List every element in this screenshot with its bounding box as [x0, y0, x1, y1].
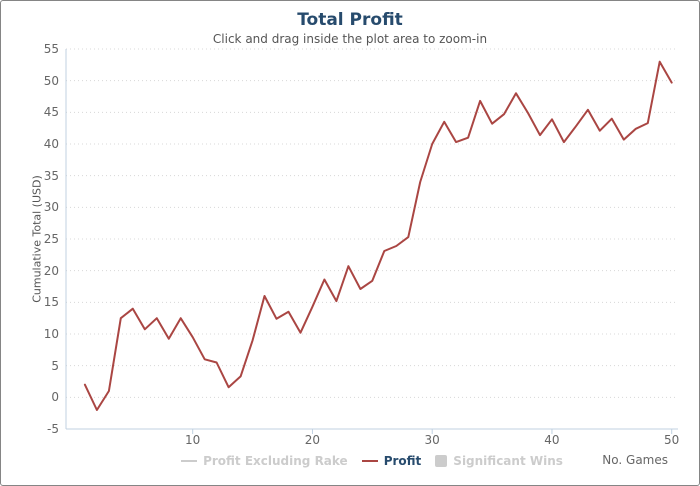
legend-label: Profit [383, 454, 422, 468]
legend-label: Significant Wins [453, 454, 563, 468]
y-axis-title: Cumulative Total (USD) [30, 175, 44, 303]
legend-item-profit[interactable]: Profit [361, 454, 422, 468]
y-tick-label: 0 [51, 390, 59, 405]
x-tick-label: 50 [664, 433, 680, 447]
x-tick-label: 40 [544, 433, 560, 447]
y-tick-label: 15 [43, 295, 59, 310]
chart-subtitle: Click and drag inside the plot area to z… [212, 32, 488, 46]
line-symbol-icon [361, 460, 378, 462]
x-tick-label: 20 [304, 433, 321, 447]
y-tick-label: -5 [47, 422, 59, 436]
line-symbol-icon [181, 460, 198, 462]
profit-line-series [83, 60, 673, 411]
chart-title: Total Profit [297, 10, 403, 30]
y-tick-label: 20 [43, 263, 59, 278]
legend-item-significant-wins[interactable]: Significant Wins [435, 454, 563, 468]
y-tick-label: 45 [43, 105, 59, 120]
y-tick-label: 25 [43, 232, 59, 246]
y-tick-label: 10 [43, 327, 59, 341]
x-tick-label: 10 [185, 433, 201, 447]
y-tick-label: 50 [43, 73, 59, 88]
plot-area[interactable] [66, 49, 678, 429]
legend-item-profit-excluding-rake[interactable]: Profit Excluding Rake [181, 454, 348, 468]
y-tick-label: 5 [51, 358, 59, 373]
y-tick-label: 40 [43, 137, 59, 151]
y-tick-label: 30 [43, 200, 59, 215]
y-tick-label: 55 [43, 42, 59, 56]
y-tick-label: 35 [43, 168, 59, 183]
square-symbol-icon [435, 455, 448, 467]
x-tick-label: 30 [424, 433, 440, 447]
x-axis-title: No. Games [602, 453, 668, 467]
legend-label: Profit Excluding Rake [203, 454, 348, 468]
legend: Profit Excluding Rake Profit Significant… [66, 451, 678, 471]
